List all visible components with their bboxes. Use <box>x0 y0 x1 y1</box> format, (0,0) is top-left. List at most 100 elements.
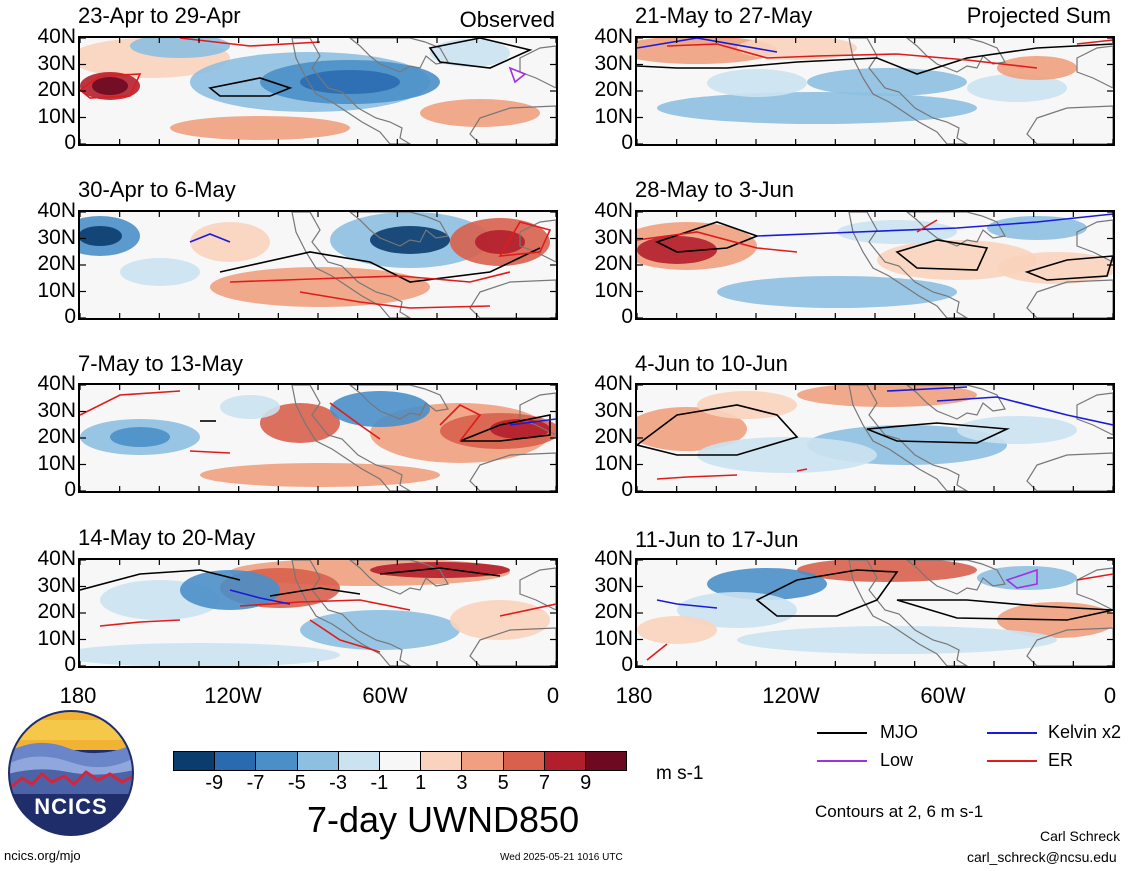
wind-anomaly-shade <box>130 38 230 58</box>
contour-line <box>229 271 511 283</box>
wind-anomaly-shade <box>637 236 717 264</box>
colorbar-swatch <box>297 752 339 770</box>
lat-label: 10N <box>37 104 76 128</box>
colorbar-tick-label: -1 <box>370 772 389 794</box>
coastline <box>469 452 556 491</box>
colorbar-units: m s-1 <box>656 763 704 784</box>
lat-label: 0 <box>64 131 76 154</box>
ncics-logo: NCICS <box>8 710 134 836</box>
contour-line <box>916 219 938 233</box>
contour-line <box>80 390 181 416</box>
wind-anomaly-shade <box>967 74 1067 102</box>
map-panel <box>635 383 1115 493</box>
lat-label: 20N <box>594 600 633 623</box>
contour-line <box>866 422 1011 444</box>
contour-line <box>299 291 491 309</box>
contour-line <box>509 418 556 426</box>
contour-line <box>189 450 231 454</box>
lon-label: 120W <box>204 683 262 708</box>
lat-label: 10N <box>594 451 633 475</box>
coastline <box>349 560 449 595</box>
contour-line <box>208 77 293 97</box>
coastline <box>1026 105 1113 144</box>
coastline <box>1076 567 1113 611</box>
panel-title: 7-May to 13-May <box>78 351 244 376</box>
colorbar-tick-label: 9 <box>580 772 592 794</box>
coastline <box>1026 452 1113 491</box>
coastline <box>1026 279 1113 318</box>
coastline <box>1076 45 1113 89</box>
legend-label-mjo: MJO <box>880 722 918 742</box>
coastline <box>469 105 556 144</box>
wind-anomaly-shade <box>450 600 550 640</box>
colorbar-swatch <box>462 752 504 770</box>
legend-label-low: Low <box>880 750 914 770</box>
colorbar-swatch <box>174 752 216 770</box>
wind-anomaly-shade <box>220 395 280 419</box>
contour-line <box>428 38 533 69</box>
footer-email: carl_schreck@ncsu.edu <box>967 849 1117 865</box>
lat-label: 30N <box>594 573 633 597</box>
contour-line <box>656 474 738 480</box>
contour-line <box>796 468 808 472</box>
map-canvas <box>80 560 556 666</box>
lat-label: 20N <box>37 600 76 623</box>
colorbar-swatch <box>379 752 422 770</box>
lat-label: 40N <box>37 199 76 222</box>
contour-line <box>637 38 778 53</box>
map-panel <box>78 36 558 146</box>
colorbar-tick-label: -7 <box>246 772 265 794</box>
lon-label: 0 <box>546 683 560 708</box>
panel-title: 11-Jun to 17-Jun <box>635 527 799 552</box>
lat-label: 40N <box>594 199 633 222</box>
wind-anomaly-shade <box>637 407 747 451</box>
lat-label: 30N <box>594 225 633 249</box>
legend-swatch-er <box>987 760 1037 762</box>
projected-label: Projected Sum <box>966 3 1111 28</box>
wind-anomaly-shade <box>877 240 1037 280</box>
colorbar-tick-label: -5 <box>287 772 306 794</box>
lon-label: 180 <box>615 683 653 708</box>
contour-line <box>1076 573 1113 581</box>
observed-label: Observed <box>459 7 555 32</box>
lat-label: 20N <box>594 78 633 101</box>
panel-title: 30-Apr to 6-May <box>78 177 236 202</box>
lon-label: 120W <box>762 683 820 708</box>
contour-line <box>269 587 361 597</box>
lat-label: 20N <box>37 78 76 101</box>
lat-label: 20N <box>594 425 633 448</box>
logo-text: NCICS <box>34 794 108 819</box>
lat-label: 40N <box>594 547 633 570</box>
panel-title: 14-May to 20-May <box>78 525 256 550</box>
contour-line <box>379 567 501 577</box>
lat-label: 20N <box>37 425 76 448</box>
map-panel <box>635 558 1115 668</box>
coastline <box>519 219 556 263</box>
wind-anomaly-shade <box>80 643 340 666</box>
lat-label: 0 <box>621 305 633 328</box>
coastline <box>291 212 412 318</box>
wind-anomaly-shade <box>120 258 200 286</box>
wind-anomaly-shade <box>717 276 957 308</box>
coastline <box>291 38 412 144</box>
lat-label: 0 <box>64 478 76 501</box>
legend-swatch-mjo <box>817 732 867 734</box>
legend-label-er: ER <box>1048 750 1074 770</box>
lon-label: 60W <box>920 683 966 708</box>
contour-line <box>756 213 1113 237</box>
colorbar-swatch <box>544 752 586 770</box>
wind-anomaly-shade <box>697 391 797 419</box>
map-canvas <box>637 212 1113 318</box>
wind-anomaly-shade <box>677 592 797 628</box>
contour-line <box>637 231 798 253</box>
panel-title: 28-May to 3-Jun <box>635 177 794 202</box>
contour-line <box>439 404 482 442</box>
lon-label: 60W <box>362 683 408 708</box>
lat-label: 40N <box>594 372 633 395</box>
contour-line <box>329 402 381 440</box>
contour-line <box>936 396 1113 426</box>
contour-line <box>219 247 541 283</box>
lat-label: 20N <box>37 252 76 275</box>
contour-line <box>498 221 552 257</box>
coastline <box>848 385 969 491</box>
